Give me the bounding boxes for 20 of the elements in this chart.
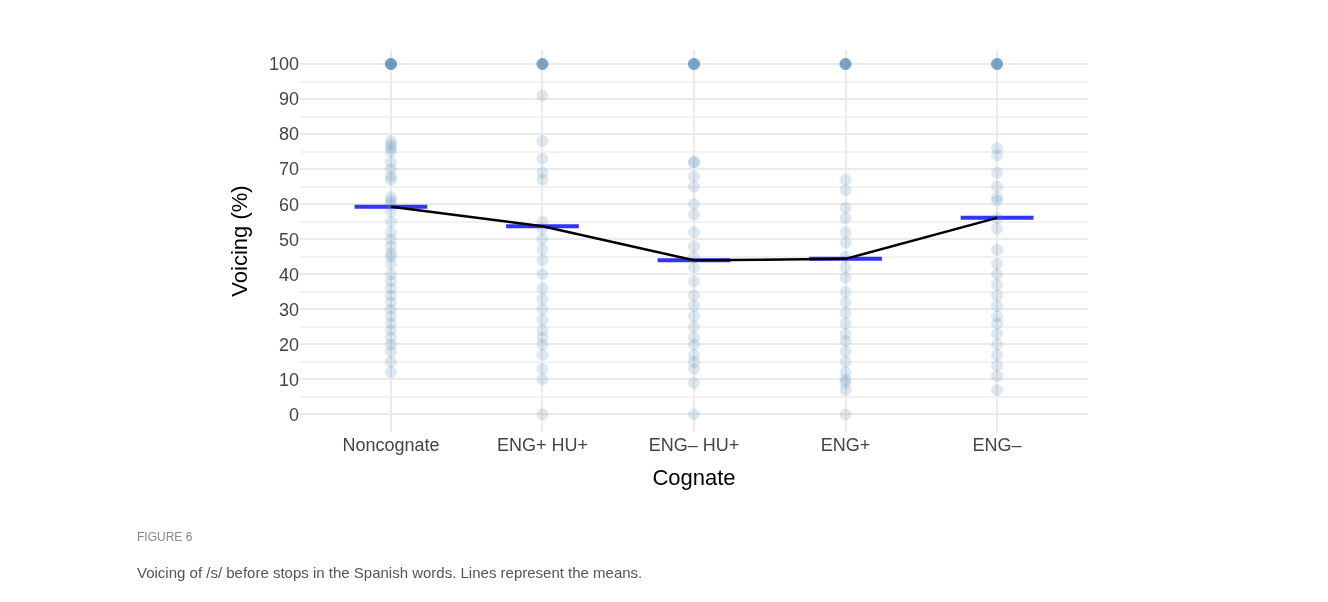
y-tick-label: 10 — [278, 369, 299, 390]
x-tick-label: ENG+ HU+ — [496, 435, 588, 455]
text: Voicing of /s/ before stops in the Spanish words. Lines represent the means. — [137, 564, 643, 581]
y-tick-label: 70 — [278, 159, 299, 180]
y-tick-label: 40 — [278, 264, 299, 285]
y-axis-title: Voicing (%) — [226, 185, 252, 297]
y-tick-label: 100 — [268, 54, 299, 75]
x-tick-label: ENG– — [972, 435, 1022, 455]
y-tick-label: 30 — [278, 299, 299, 320]
y-tick-label: 20 — [278, 334, 299, 355]
y-tick-label: 80 — [278, 124, 299, 145]
y-tick-label: 0 — [288, 404, 299, 425]
x-tick-label: ENG– HU+ — [648, 435, 740, 455]
x-axis-title: Cognate — [652, 464, 736, 490]
caption: FIGURE 6 — [137, 530, 193, 544]
y-tick-label: 90 — [278, 89, 299, 110]
y-tick-label: 60 — [278, 194, 299, 215]
x-tick-label: ENG+ — [820, 435, 871, 455]
y-tick-label: 50 — [278, 229, 299, 250]
x-tick-label: Noncognate — [342, 435, 440, 455]
